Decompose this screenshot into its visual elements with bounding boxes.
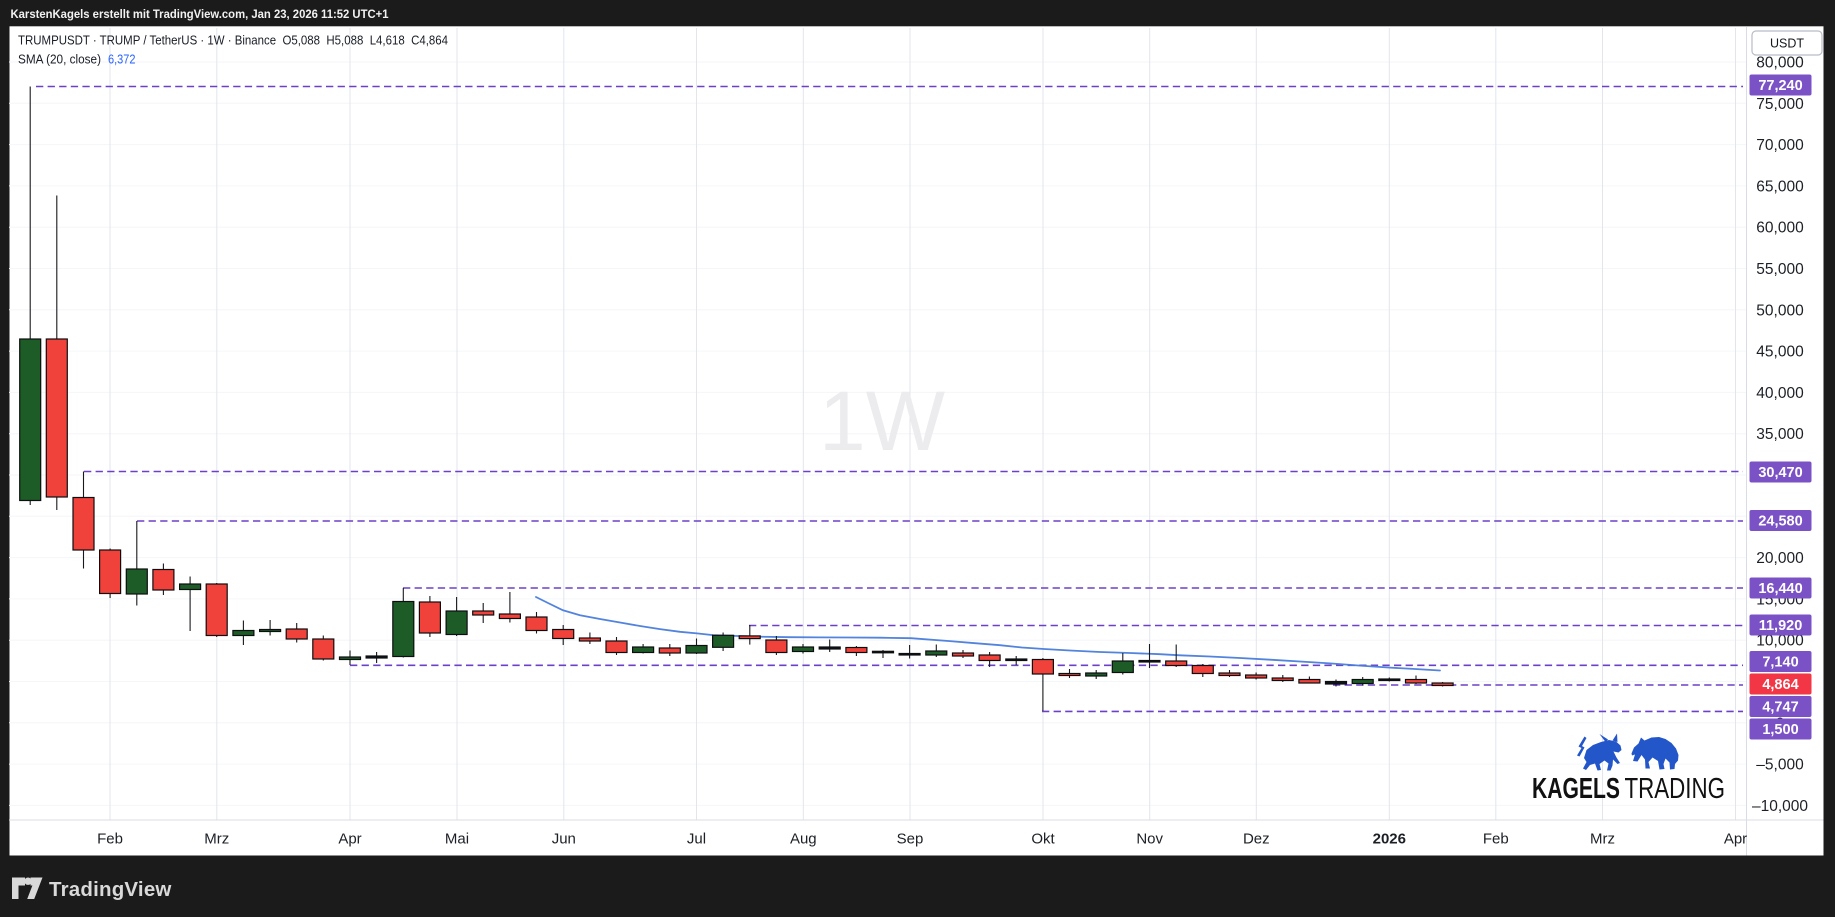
svg-text:USDT: USDT <box>1770 37 1804 51</box>
svg-text:Mrz: Mrz <box>204 831 229 848</box>
svg-text:Feb: Feb <box>1483 831 1509 848</box>
svg-text:65,000: 65,000 <box>1756 178 1804 195</box>
svg-text:40,000: 40,000 <box>1756 385 1804 402</box>
svg-text:1,500: 1,500 <box>1762 722 1798 738</box>
svg-text:4,747: 4,747 <box>1762 700 1798 716</box>
svg-text:75,000: 75,000 <box>1756 96 1804 113</box>
svg-text:60,000: 60,000 <box>1756 220 1804 237</box>
svg-text:Jun: Jun <box>552 831 576 848</box>
svg-text:1W: 1W <box>819 374 945 468</box>
svg-text:TRADING: TRADING <box>1625 773 1726 805</box>
svg-text:11,920: 11,920 <box>1759 618 1803 634</box>
svg-text:Apr: Apr <box>1724 831 1747 848</box>
svg-text:80,000: 80,000 <box>1756 55 1804 72</box>
svg-text:Mrz: Mrz <box>1590 831 1615 848</box>
svg-text:KAGELS: KAGELS <box>1532 773 1620 805</box>
svg-text:Sep: Sep <box>897 831 924 848</box>
svg-text:Feb: Feb <box>97 831 123 848</box>
svg-text:50,000: 50,000 <box>1756 302 1804 319</box>
svg-text:SMA (20, close): SMA (20, close) <box>18 52 101 67</box>
svg-text:45,000: 45,000 <box>1756 344 1804 361</box>
svg-text:6,372: 6,372 <box>108 52 136 67</box>
svg-text:55,000: 55,000 <box>1756 261 1804 278</box>
svg-text:7,140: 7,140 <box>1762 655 1798 671</box>
svg-text:Nov: Nov <box>1136 831 1163 848</box>
svg-text:2026: 2026 <box>1373 831 1406 848</box>
svg-text:35,000: 35,000 <box>1756 426 1804 443</box>
svg-text:–5,000: –5,000 <box>1756 757 1804 774</box>
svg-text:Aug: Aug <box>790 831 817 848</box>
svg-text:70,000: 70,000 <box>1756 137 1804 154</box>
svg-text:Mai: Mai <box>445 831 469 848</box>
svg-text:KarstenKagels erstellt mit Tra: KarstenKagels erstellt mit TradingView.c… <box>11 7 389 21</box>
svg-text:–10,000: –10,000 <box>1752 798 1808 815</box>
svg-text:30,470: 30,470 <box>1758 465 1802 481</box>
svg-text:4,864: 4,864 <box>1762 677 1798 693</box>
svg-text:TradingView: TradingView <box>49 878 172 901</box>
svg-text:Okt: Okt <box>1031 831 1055 848</box>
svg-text:20,000: 20,000 <box>1756 550 1804 567</box>
svg-text:77,240: 77,240 <box>1758 78 1802 94</box>
svg-text:24,580: 24,580 <box>1758 514 1802 530</box>
svg-text:10,000: 10,000 <box>1756 633 1804 650</box>
svg-text:Jul: Jul <box>687 831 706 848</box>
svg-text:Dez: Dez <box>1243 831 1270 848</box>
svg-text:TRUMPUSDT · TRUMP / TetherUS ·: TRUMPUSDT · TRUMP / TetherUS · 1W · Bina… <box>18 33 448 48</box>
svg-text:16,440: 16,440 <box>1758 581 1802 597</box>
svg-text:Apr: Apr <box>338 831 361 848</box>
